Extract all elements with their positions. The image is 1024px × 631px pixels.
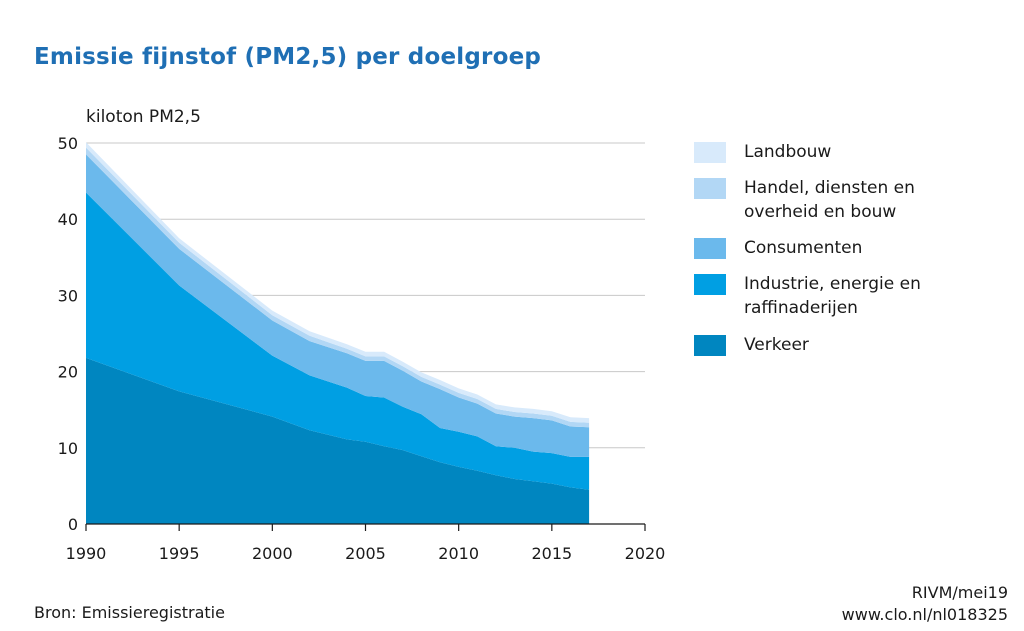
x-tick-label-1990: 1990 — [66, 544, 107, 563]
credit-line-2: www.clo.nl/nl018325 — [841, 605, 1008, 624]
legend-label-handel: Handel, diensten en overheid en bouw — [744, 178, 915, 222]
legend-item-verkeer: Verkeer — [694, 333, 954, 357]
legend-item-industrie: Industrie, energie en raffinaderijen — [694, 272, 954, 320]
stacked-areas — [86, 142, 590, 524]
x-tick-label-2005: 2005 — [345, 544, 386, 563]
area-series-verkeer — [86, 357, 590, 524]
legend-swatch-landbouw — [694, 142, 726, 163]
x-tick-label-2010: 2010 — [438, 544, 479, 563]
credit: RIVM/mei19 www.clo.nl/nl018325 — [842, 582, 1008, 626]
area-series-consumenten — [86, 154, 590, 457]
legend-label-consumenten: Consumenten — [744, 238, 863, 258]
x-tick-label-1995: 1995 — [159, 544, 200, 563]
tick-labels: 1990 1995 2000 2005 2010 2015 2020 0 10 20 30 40 50 — [58, 134, 666, 563]
legend-swatch-verkeer — [694, 335, 726, 356]
legend-label-industrie: Industrie, energie en raffinaderijen — [744, 274, 921, 318]
legend-item-landbouw: Landbouw — [694, 140, 954, 164]
y-axis-unit-label: kiloton PM2,5 — [86, 107, 201, 127]
legend-swatch-consumenten — [694, 238, 726, 259]
credit-line-1: RIVM/mei19 — [911, 583, 1008, 602]
y-tick-label-0: 0 — [68, 515, 78, 534]
legend-item-consumenten: Consumenten — [694, 236, 954, 260]
x-tick-label-2015: 2015 — [531, 544, 572, 563]
x-tick-label-2020: 2020 — [625, 544, 666, 563]
y-tick-label-50: 50 — [58, 134, 78, 153]
legend-item-handel: Handel, diensten en overheid en bouw — [694, 176, 954, 224]
area-series-industrie — [86, 192, 590, 490]
x-tick-label-2000: 2000 — [252, 544, 293, 563]
y-tick-label-10: 10 — [58, 439, 78, 458]
legend-swatch-industrie — [694, 274, 726, 295]
legend-label-verkeer: Verkeer — [744, 335, 809, 355]
legend-swatch-handel — [694, 178, 726, 199]
chart-title: Emissie fijnstof (PM2,5) per doelgroep — [34, 44, 542, 70]
y-tick-label-30: 30 — [58, 286, 78, 305]
y-tick-label-40: 40 — [58, 210, 78, 229]
axes — [85, 523, 646, 531]
y-tick-label-20: 20 — [58, 363, 78, 382]
source-note: Bron: Emissieregistratie — [34, 603, 225, 622]
legend-label-landbouw: Landbouw — [744, 142, 832, 162]
